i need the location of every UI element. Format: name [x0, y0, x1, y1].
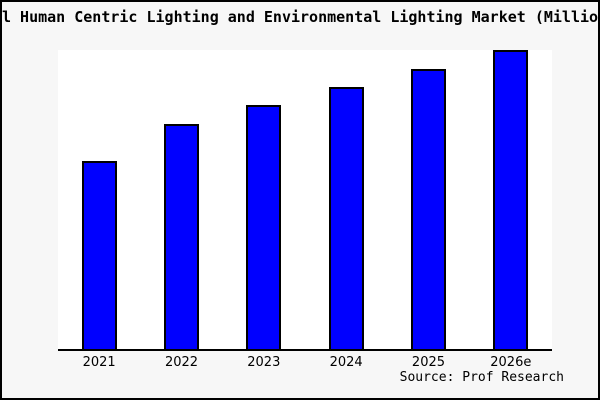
x-axis-labels: 2021 2022 2023 2024 2025 2026e — [58, 355, 552, 372]
x-tick-label-2023: 2023 — [247, 355, 281, 370]
bar-slot — [470, 50, 552, 349]
bar-2026e — [493, 50, 529, 349]
bar-2022 — [163, 124, 199, 349]
bar-2021 — [81, 161, 117, 349]
x-tick-label-2025: 2025 — [411, 355, 446, 370]
bars-row — [58, 50, 552, 349]
bar-2024 — [328, 87, 364, 349]
bar-slot — [387, 50, 469, 349]
source-note: Source: Prof Research — [399, 370, 564, 385]
bar-slot — [140, 50, 222, 349]
x-tick-label-2022: 2022 — [164, 355, 199, 370]
label-slot: 2022 — [140, 355, 222, 372]
label-slot: 2026e — [470, 355, 552, 372]
bar-slot — [305, 50, 387, 349]
x-tick-label-2024: 2024 — [329, 355, 363, 370]
bar-slot — [223, 50, 305, 349]
label-slot: 2021 — [58, 355, 140, 372]
bar-slot — [58, 50, 140, 349]
bar-2025 — [410, 69, 446, 349]
label-slot: 2023 — [223, 355, 305, 372]
chart-title: l Human Centric Lighting and Environment… — [2, 8, 598, 26]
x-tick-label-2021: 2021 — [82, 355, 116, 370]
label-slot: 2025 — [387, 355, 469, 372]
plot-area — [58, 50, 552, 351]
bar-2023 — [246, 105, 282, 349]
label-slot: 2024 — [305, 355, 387, 372]
x-tick-label-2026e: 2026e — [490, 355, 532, 370]
